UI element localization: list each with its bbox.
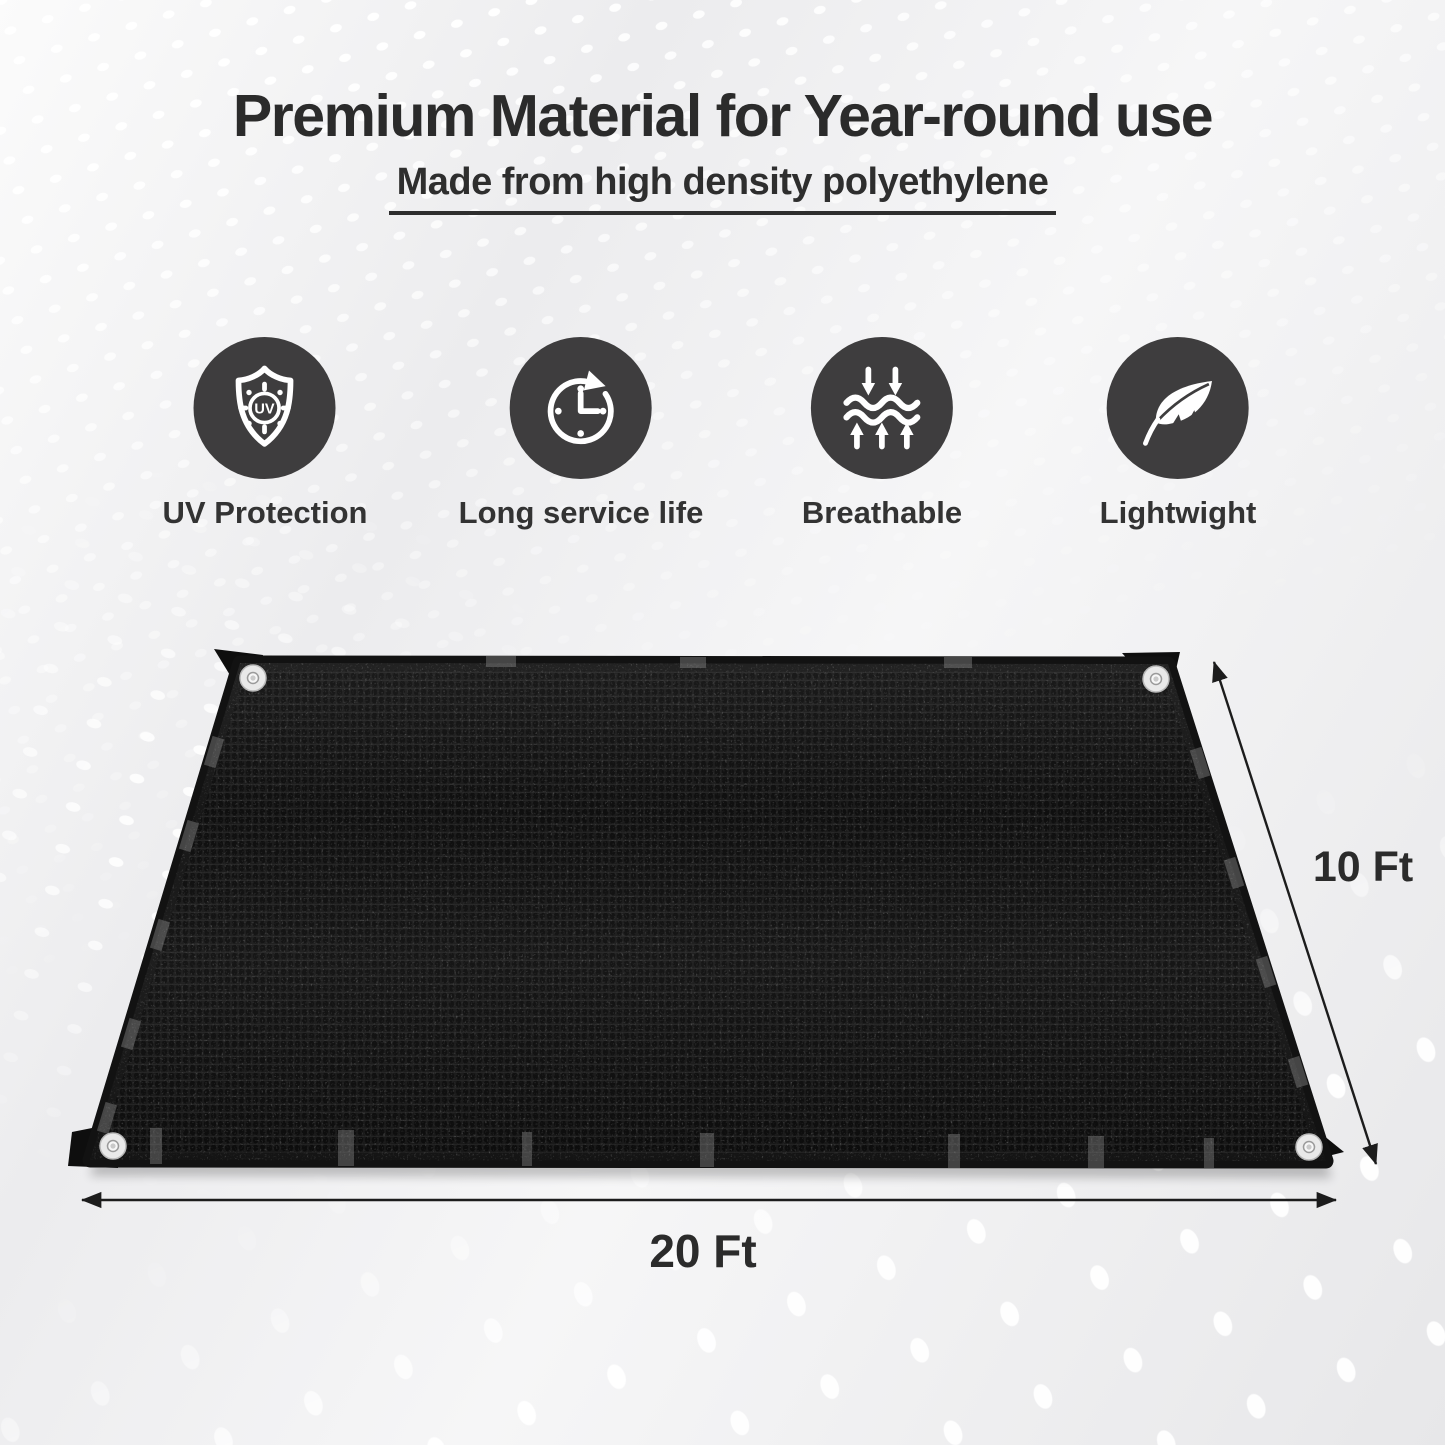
page-subtitle: Made from high density polyethylene (388, 161, 1057, 215)
page-subtitle-row: Made from high density polyethylene (0, 161, 1445, 215)
feature-lightweight: Lightwight (1099, 337, 1257, 531)
clock-service-icon (509, 337, 652, 479)
grommet-top-left (239, 664, 267, 692)
grommet-bottom-right (1295, 1133, 1323, 1161)
feature-label: Breathable (801, 495, 963, 530)
page-title: Premium Material for Year-round use (232, 83, 1214, 149)
feature-label: Long service life (458, 495, 704, 530)
clock-glyph (548, 370, 615, 445)
feather-icon (1106, 337, 1249, 479)
height-dimension-label: 10 Ft (1312, 843, 1414, 891)
uv-shield-glyph: UV (236, 365, 294, 447)
bottom-tape-streaks (150, 1128, 1214, 1168)
shade-mesh-tarp (68, 649, 1344, 1169)
mesh-speckle-texture (90, 663, 1326, 1161)
width-dimension-label: 20 Ft (649, 1225, 757, 1277)
airflow-icon (810, 337, 953, 479)
grommet-bottom-left (99, 1132, 127, 1160)
dimension-arrows (80, 661, 1378, 1209)
grommet-top-right (1142, 665, 1170, 693)
feather-glyph (1143, 380, 1213, 446)
feature-label: Lightwight (1099, 495, 1257, 530)
uv-shield-icon: UV (194, 337, 336, 479)
feature-long-service-life: Long service life (458, 337, 704, 531)
feature-label: UV Protection (162, 495, 368, 530)
airflow-glyph (843, 366, 921, 450)
svg-text:UV: UV (255, 402, 276, 418)
height-dimension-arrow (1212, 661, 1378, 1165)
feature-uv-protection: UV UV Protection (162, 337, 368, 531)
feature-breathable: Breathable (802, 337, 962, 531)
